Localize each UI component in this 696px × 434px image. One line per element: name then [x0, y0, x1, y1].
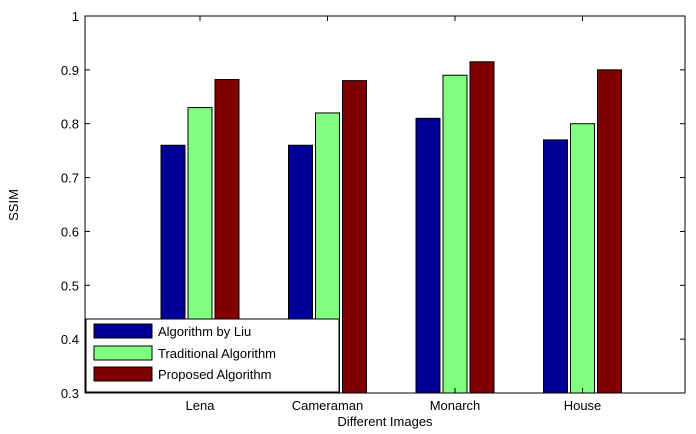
bar-house-3: [597, 69, 622, 394]
y-tick-label: 0.5: [61, 278, 79, 293]
y-tick-label: 0.9: [61, 63, 79, 78]
legend-swatch-traditional: [93, 345, 153, 361]
legend: Algorithm by Liu Traditional Algorithm P…: [85, 318, 340, 393]
x-tick-label-cameraman: Cameraman: [292, 398, 364, 413]
bar-monarch-3: [469, 61, 495, 394]
x-tick-label-monarch: Monarch: [430, 398, 481, 413]
y-tick-label: 0.6: [61, 224, 79, 239]
legend-label-traditional: Traditional Algorithm: [158, 346, 276, 361]
legend-swatch-proposed: [93, 366, 153, 382]
y-tick-label: 0.4: [61, 332, 79, 347]
x-tick-label-house: House: [564, 398, 602, 413]
y-tick-label: 0.7: [61, 171, 79, 186]
bar-cameraman-3: [342, 80, 367, 394]
bar-house-2: [570, 123, 595, 394]
legend-swatch-liu: [93, 323, 153, 339]
legend-label-proposed: Proposed Algorithm: [158, 367, 271, 382]
x-axis-label: Different Images: [337, 414, 433, 429]
y-tick-label: 1: [72, 9, 79, 24]
y-axis: 0.3 0.4 0.5 0.6 0.7 0.8 0.9 1: [61, 9, 685, 401]
y-tick-label: 0.8: [61, 117, 79, 132]
bar-monarch-2: [442, 74, 468, 394]
bar-house-1: [543, 139, 568, 394]
bar-monarch-1: [415, 117, 441, 394]
legend-label-liu: Algorithm by Liu: [158, 324, 251, 339]
x-axis: Lena Cameraman Monarch House: [186, 16, 602, 413]
y-axis-label: SSIM: [6, 189, 21, 221]
x-tick-label-lena: Lena: [186, 398, 216, 413]
y-tick-label: 0.3: [61, 386, 79, 401]
